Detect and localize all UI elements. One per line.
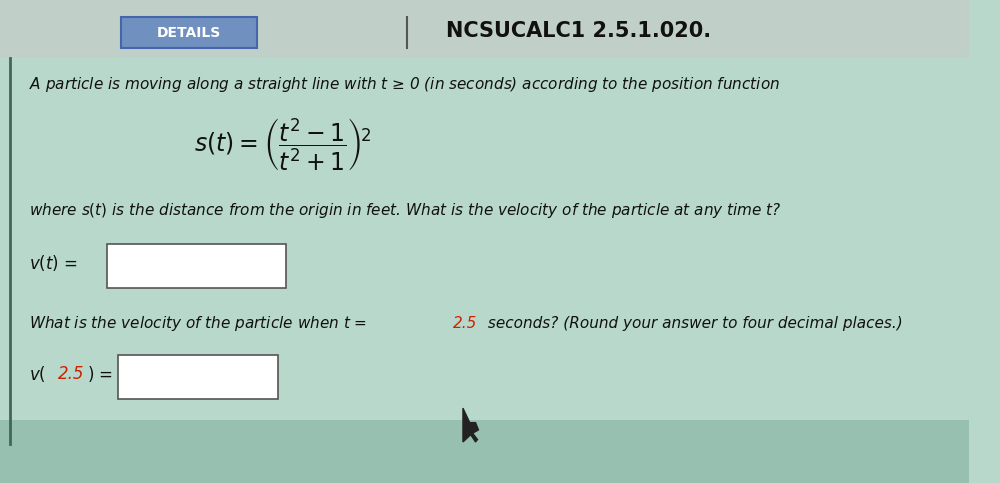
- Text: $)$ =: $)$ =: [87, 364, 113, 384]
- FancyBboxPatch shape: [0, 0, 969, 58]
- FancyBboxPatch shape: [0, 420, 969, 483]
- Text: DETAILS: DETAILS: [157, 26, 221, 40]
- Text: $s(t) = \left(\dfrac{t^2-1}{t^2+1}\right)^{\!2}$: $s(t) = \left(\dfrac{t^2-1}{t^2+1}\right…: [194, 116, 371, 173]
- Text: $v(t)$ =: $v(t)$ =: [29, 253, 78, 273]
- Text: A particle is moving along a straight line with $t$ ≥ 0 (in seconds) according t: A particle is moving along a straight li…: [29, 75, 780, 94]
- Text: where $s(t)$ is the distance from the origin in feet. What is the velocity of th: where $s(t)$ is the distance from the or…: [29, 200, 782, 220]
- Text: $v($: $v($: [29, 364, 46, 384]
- Text: NCSUCALC1 2.5.1.020.: NCSUCALC1 2.5.1.020.: [446, 21, 711, 42]
- FancyBboxPatch shape: [107, 244, 286, 288]
- Polygon shape: [463, 408, 478, 442]
- Text: What is the velocity of the particle when $t$ =: What is the velocity of the particle whe…: [29, 314, 369, 333]
- Text: 2.5: 2.5: [453, 316, 478, 331]
- FancyBboxPatch shape: [118, 355, 278, 399]
- Text: 2.5: 2.5: [58, 365, 85, 384]
- FancyBboxPatch shape: [121, 17, 257, 48]
- Text: seconds? (Round your answer to four decimal places.): seconds? (Round your answer to four deci…: [483, 316, 903, 331]
